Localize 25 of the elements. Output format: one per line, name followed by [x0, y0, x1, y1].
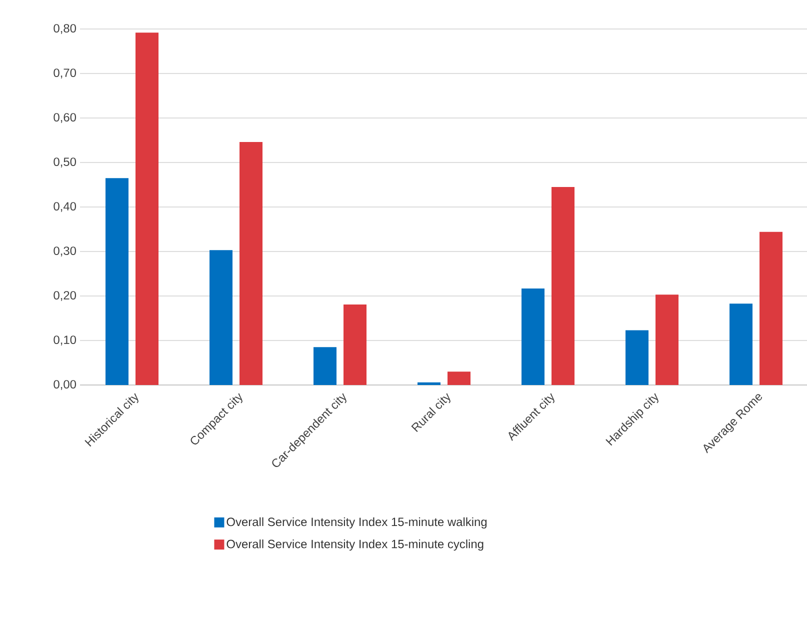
bar	[730, 304, 753, 385]
y-tick-label: 0,50	[54, 158, 76, 168]
bar	[552, 186, 575, 385]
legend-label: Overall Service Intensity Index 15-minute walking	[226, 517, 487, 528]
bar	[448, 372, 471, 385]
bar	[418, 382, 441, 385]
y-tick-label: 0,00	[54, 380, 76, 390]
bar	[314, 347, 337, 385]
bar	[760, 232, 783, 385]
legend-label: Overall Service Intensity Index 15-minute cycling	[226, 539, 484, 551]
bar	[136, 32, 159, 385]
bar	[522, 288, 545, 385]
bar	[240, 142, 263, 385]
y-tick-label: 0,70	[54, 68, 76, 78]
bar	[344, 304, 367, 385]
bar	[210, 250, 233, 385]
y-tick-label: 0,30	[54, 246, 76, 256]
y-tick-label: 0,40	[54, 202, 76, 212]
y-tick-label: 0,10	[54, 336, 76, 346]
y-tick-label: 0,20	[54, 291, 76, 301]
bar	[656, 294, 679, 385]
bar	[106, 178, 128, 385]
bar	[626, 330, 649, 385]
y-tick-label: 0,60	[54, 113, 76, 123]
y-tick-label: 0,80	[54, 24, 76, 34]
